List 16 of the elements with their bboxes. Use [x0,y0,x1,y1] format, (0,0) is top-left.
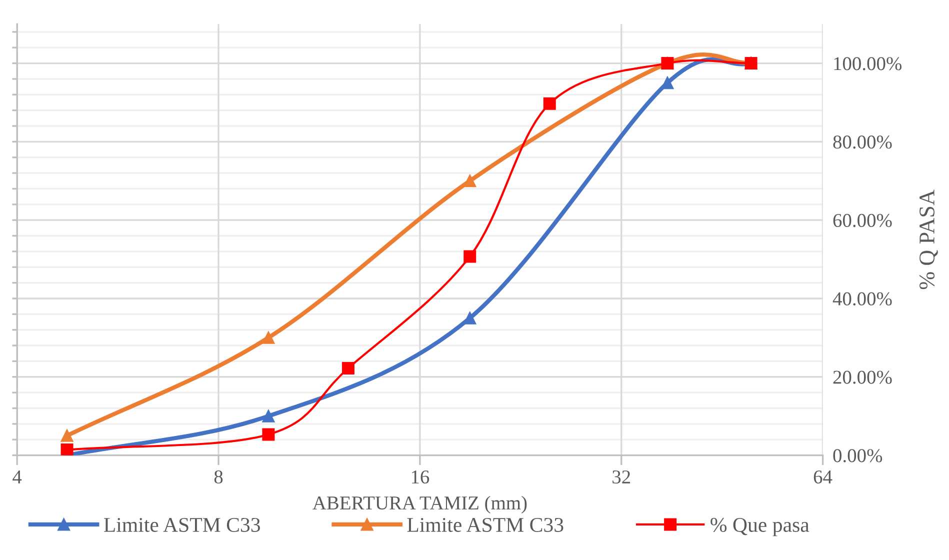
y-axis-title: % Q PASA [919,190,938,290]
y-tick-label: 20.00% [833,370,892,384]
legend-label: Limite ASTM C33 [104,518,260,532]
legend-label: % Que pasa [710,518,810,536]
legend-label: Limite ASTM C33 [407,518,564,532]
x-tick-label: 32 [612,470,630,484]
x-axis-title: ABERTURA TAMIZ (mm) [312,496,527,514]
x-tick-label: 16 [412,470,430,484]
y-tick-label: 40.00% [832,292,892,306]
y-tick-label: 80.00% [833,135,892,149]
y-tick-label: 100.00% [834,57,902,70]
x-tick-label: 64 [814,470,832,484]
y-tick-label: 60.00% [833,214,892,228]
x-tick-label: 4 [12,470,22,484]
y-tick-label: 0.00% [833,449,882,462]
x-tick-label: 8 [214,470,223,484]
